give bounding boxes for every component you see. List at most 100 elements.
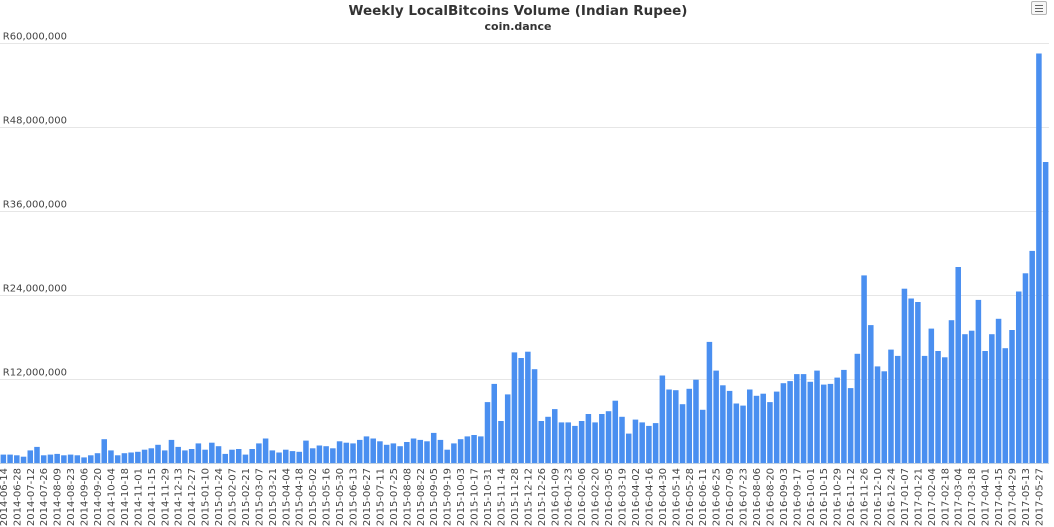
bar[interactable] xyxy=(572,425,578,463)
bar[interactable] xyxy=(841,369,847,463)
bar[interactable] xyxy=(552,409,558,463)
bar[interactable] xyxy=(599,414,605,463)
bar[interactable] xyxy=(410,438,417,464)
bar[interactable] xyxy=(20,456,27,463)
bar[interactable] xyxy=(901,288,908,463)
bar[interactable] xyxy=(350,443,356,463)
bar[interactable] xyxy=(1029,250,1035,463)
bar[interactable] xyxy=(531,369,538,463)
bar[interactable] xyxy=(155,444,161,463)
bar[interactable] xyxy=(558,422,565,463)
bar[interactable] xyxy=(733,403,740,464)
bar[interactable] xyxy=(673,390,679,463)
bar[interactable] xyxy=(874,366,881,463)
bar[interactable] xyxy=(363,436,370,463)
bar[interactable] xyxy=(787,381,793,463)
bar[interactable] xyxy=(464,436,471,463)
bar[interactable] xyxy=(276,452,282,464)
export-menu-button[interactable] xyxy=(1031,1,1047,15)
bar[interactable] xyxy=(968,330,975,463)
bar[interactable] xyxy=(625,433,632,463)
bar[interactable] xyxy=(995,318,1002,463)
bar[interactable] xyxy=(215,446,222,463)
bar[interactable] xyxy=(982,351,988,463)
bar[interactable] xyxy=(921,355,928,463)
bar[interactable] xyxy=(128,452,134,464)
bar[interactable] xyxy=(54,453,60,463)
bar[interactable] xyxy=(652,423,659,463)
bar[interactable] xyxy=(1002,348,1009,463)
bar[interactable] xyxy=(303,440,309,463)
bar[interactable] xyxy=(740,405,746,463)
bar[interactable] xyxy=(121,453,128,463)
bar[interactable] xyxy=(767,402,773,463)
bar[interactable] xyxy=(868,325,874,463)
bar[interactable] xyxy=(7,454,13,463)
bar[interactable] xyxy=(471,435,477,463)
bar[interactable] xyxy=(161,450,168,463)
bar[interactable] xyxy=(592,422,598,463)
bar[interactable] xyxy=(195,443,202,463)
bar[interactable] xyxy=(659,375,666,464)
bar[interactable] xyxy=(894,355,901,463)
bar[interactable] xyxy=(1022,273,1029,463)
bar[interactable] xyxy=(834,377,840,463)
bar[interactable] xyxy=(975,299,982,463)
bar[interactable] xyxy=(753,395,760,463)
bar[interactable] xyxy=(336,441,343,463)
bar[interactable] xyxy=(444,449,450,463)
bar[interactable] xyxy=(706,341,713,463)
bar[interactable] xyxy=(915,302,921,463)
bar[interactable] xyxy=(578,421,585,463)
bar[interactable] xyxy=(820,384,827,463)
bar[interactable] xyxy=(888,349,894,463)
bar[interactable] xyxy=(1015,291,1022,464)
bar[interactable] xyxy=(747,389,753,464)
bar[interactable] xyxy=(504,394,511,463)
bar[interactable] xyxy=(935,351,941,463)
bar[interactable] xyxy=(242,454,249,463)
bar[interactable] xyxy=(81,457,87,463)
bar[interactable] xyxy=(632,419,639,463)
bar[interactable] xyxy=(235,449,242,463)
bar[interactable] xyxy=(908,298,914,464)
bar[interactable] xyxy=(296,451,302,463)
bar[interactable] xyxy=(451,443,457,463)
bar[interactable] xyxy=(209,442,215,463)
bar[interactable] xyxy=(182,450,188,463)
bar[interactable] xyxy=(323,446,329,463)
bar[interactable] xyxy=(202,449,208,463)
bar[interactable] xyxy=(726,390,733,463)
bar[interactable] xyxy=(417,439,424,463)
bar[interactable] xyxy=(430,432,437,463)
bar[interactable] xyxy=(108,450,114,463)
bar[interactable] xyxy=(309,448,316,463)
bar[interactable] xyxy=(639,422,645,463)
bar[interactable] xyxy=(101,439,107,463)
bar[interactable] xyxy=(61,455,67,463)
bar[interactable] xyxy=(1042,162,1049,463)
bar[interactable] xyxy=(713,370,719,463)
bar[interactable] xyxy=(800,374,807,463)
bar[interactable] xyxy=(491,383,497,463)
bar[interactable] xyxy=(928,328,935,463)
bar[interactable] xyxy=(0,454,7,463)
bar[interactable] xyxy=(484,402,491,463)
bar[interactable] xyxy=(948,320,955,463)
bar[interactable] xyxy=(141,449,148,463)
bar[interactable] xyxy=(262,438,269,464)
bar[interactable] xyxy=(67,454,74,463)
bar[interactable] xyxy=(962,334,968,463)
bar[interactable] xyxy=(94,453,101,463)
bar[interactable] xyxy=(34,446,40,463)
bar[interactable] xyxy=(370,438,376,464)
bar[interactable] xyxy=(114,455,121,463)
bar[interactable] xyxy=(854,353,861,463)
bar[interactable] xyxy=(135,451,141,463)
bar[interactable] xyxy=(881,371,888,463)
bar[interactable] xyxy=(989,334,995,463)
bar[interactable] xyxy=(847,388,854,463)
bar[interactable] xyxy=(168,439,175,463)
bar[interactable] xyxy=(538,421,545,463)
bar[interactable] xyxy=(27,450,34,463)
